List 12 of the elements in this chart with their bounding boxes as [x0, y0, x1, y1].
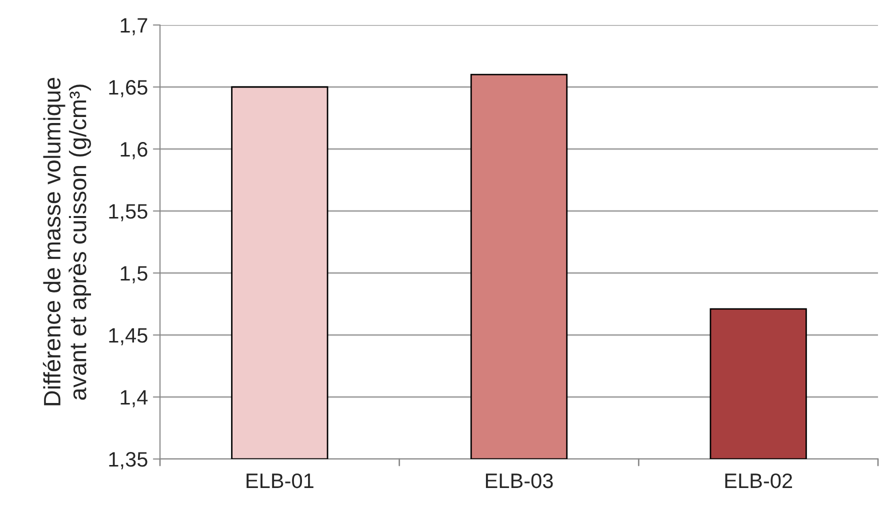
y-tick-label: 1,5	[120, 266, 148, 284]
x-tick-label: ELB-01	[246, 473, 314, 488]
x-tick-label: ELB-03	[486, 473, 553, 488]
y-tick-label: 1,45	[109, 328, 148, 346]
y-tick-label: 1,55	[109, 204, 148, 222]
y-tick-label: 1,7	[120, 18, 148, 36]
y-tick-label: 1,6	[120, 142, 148, 160]
x-tick-label: ELB-02	[725, 473, 792, 488]
y-tick-label: 1,65	[109, 80, 148, 98]
y-tick-label: 1,35	[109, 452, 148, 470]
y-tick-label: 1,4	[120, 390, 148, 408]
y-axis-title: Différence de masse volumique avant et après cuisson (g/cm³)	[42, 78, 91, 406]
